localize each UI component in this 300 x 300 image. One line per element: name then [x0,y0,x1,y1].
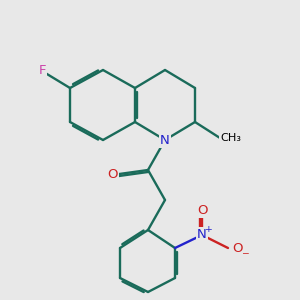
Text: CH₃: CH₃ [220,133,241,143]
Text: O: O [107,169,117,182]
Text: −: − [241,248,248,257]
Text: F: F [38,64,46,77]
Text: N: N [160,134,170,146]
Text: +: + [203,225,211,234]
Text: N: N [197,229,207,242]
Text: O: O [197,203,207,217]
Text: O: O [232,242,243,254]
